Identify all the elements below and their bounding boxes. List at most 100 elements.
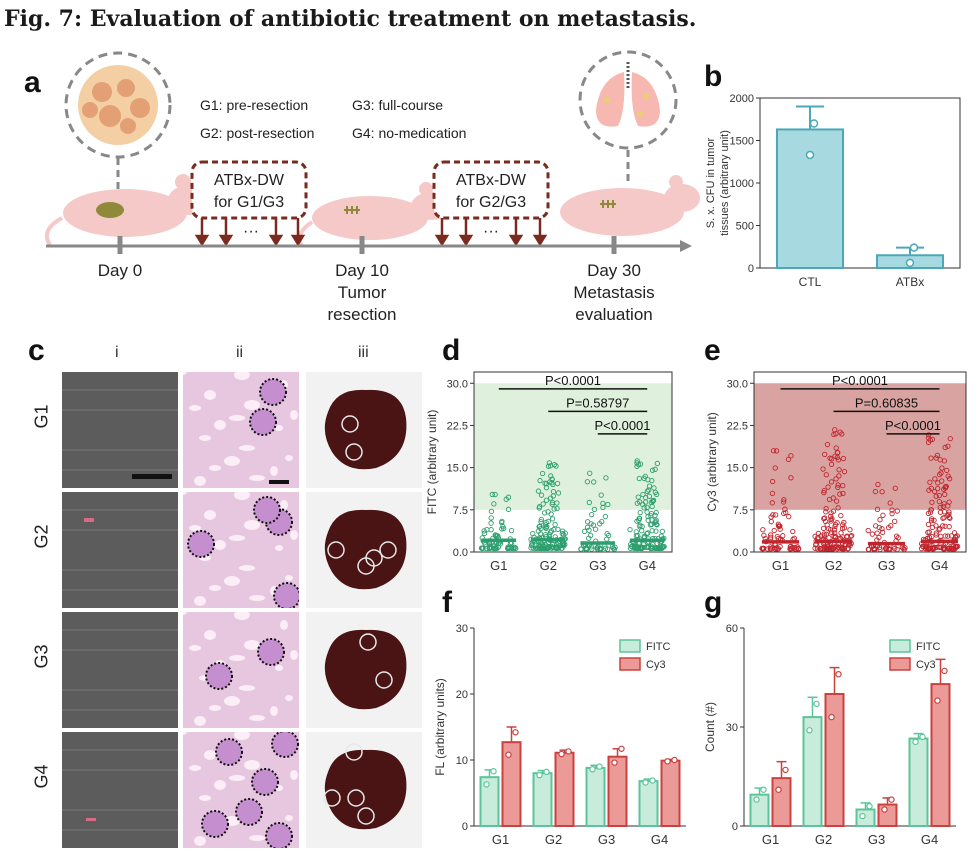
- chart-d-point: [488, 520, 494, 526]
- chart-e-point: [796, 546, 802, 552]
- chart-e-point: [777, 543, 783, 550]
- chart-e-point: [768, 534, 774, 540]
- row-label-g2: G2: [31, 524, 52, 549]
- chart-d-xtick-label: G1: [490, 558, 507, 573]
- chart-d-point: [488, 527, 494, 533]
- chart-g-ylabel: Count (#): [703, 702, 717, 752]
- chart-e-point: [926, 487, 932, 493]
- chart-d-point: [488, 508, 495, 515]
- chart-d-point: [589, 512, 595, 518]
- chart-e-point: [835, 505, 841, 511]
- chart-d-point: [636, 515, 642, 522]
- chart-b-ytick-label: 500: [736, 221, 754, 233]
- chart-g-point: [919, 733, 926, 741]
- chart-f-ytick-label: 30: [456, 623, 468, 635]
- chart-e-point: [931, 488, 938, 495]
- chart-g-point: [813, 700, 820, 708]
- panel-label-c: c: [28, 334, 45, 367]
- chart-e-point: [821, 489, 827, 496]
- chart-e-point: [920, 543, 926, 549]
- chart-f-legend-label-cy3: Cy3: [646, 659, 666, 671]
- chart-d-point: [503, 496, 509, 502]
- chart-f-point: [664, 758, 671, 765]
- chart-d-point: [603, 475, 609, 481]
- chart-d-point: [584, 479, 591, 485]
- chart-e-point: [866, 546, 872, 553]
- chart-e-point: [780, 499, 787, 505]
- chart-f-point: [589, 766, 596, 773]
- chart-d-point: [652, 466, 658, 472]
- chart-b-xtick-label: CTL: [799, 275, 822, 289]
- chart-d-point: [644, 488, 651, 494]
- chart-d-point: [543, 545, 550, 551]
- lung-illustration: [578, 50, 678, 150]
- chart-f-point: [536, 771, 543, 779]
- chart-d-ytick-label: 7.5: [453, 505, 468, 517]
- chart-d-point: [538, 526, 544, 532]
- chart-d-point: [588, 521, 594, 527]
- chart-e-point: [865, 527, 871, 534]
- chart-e-point: [869, 531, 876, 537]
- chart-g-ytick-label: 60: [726, 623, 738, 635]
- fluorescence-image-g4: [62, 732, 178, 848]
- chart-e-point: [929, 436, 935, 443]
- chart-e-point: [833, 445, 839, 451]
- chart-e-point: [833, 498, 840, 504]
- chart-e-point: [932, 476, 938, 482]
- chart-e-point: [885, 524, 892, 531]
- chart-e-point: [812, 533, 818, 539]
- chart-e-point: [925, 439, 932, 446]
- chart-e-point: [942, 444, 948, 451]
- chart-d-point: [649, 528, 655, 534]
- timeline-day30: Day 30: [587, 261, 641, 280]
- liver-photo-g3: [306, 612, 422, 728]
- chart-b-ylabel-1: S. x. CFU in tumor: [705, 137, 717, 228]
- chart-e-point: [769, 478, 776, 485]
- chart-d-point: [539, 470, 546, 477]
- chart-e-point: [935, 486, 941, 492]
- group-g4-text: G4: no-medication: [352, 125, 466, 141]
- atbx-box-2: [432, 160, 550, 220]
- fluorescence-lines: [62, 509, 178, 591]
- chart-d-point: [528, 545, 534, 551]
- chart-d-point: [637, 509, 643, 516]
- chart-d-point: [649, 503, 655, 510]
- chart-b-xtick-label: ATBx: [896, 275, 924, 289]
- fluorescence-image-g1: [62, 372, 178, 488]
- chart-f-point: [649, 777, 656, 784]
- chart-g-bar-fitc-g3: [855, 808, 876, 827]
- timeline-tumor: Tumor: [338, 283, 387, 302]
- chart-d-point: [560, 531, 567, 538]
- chart-d-point: [597, 521, 603, 527]
- chart-e-point: [941, 509, 948, 515]
- chart-g: 0 30 60 G1 G2 G3 G4 FITC Cy3 Count (#): [703, 623, 956, 847]
- chart-d-point: [584, 524, 591, 530]
- chart-e-point: [928, 507, 934, 513]
- chart-d-point: [537, 477, 543, 484]
- chart-b-ytick-label: 1500: [730, 136, 754, 148]
- chart-e-point: [879, 526, 885, 532]
- chart-e-point: [871, 546, 877, 553]
- chart-g-bar-cy3-g2: [824, 693, 845, 827]
- chart-g-point: [806, 727, 813, 734]
- chart-e-point: [887, 500, 893, 506]
- chart-e-point: [925, 510, 932, 517]
- chart-e-point: [933, 530, 939, 536]
- chart-b-ylabel-2: tissues (arbitrary unit): [719, 130, 731, 236]
- chart-d-point: [587, 470, 593, 476]
- chart-d-point: [583, 546, 589, 552]
- chart-g-bar-fitc-g2: [802, 716, 823, 827]
- group-g3-text: G3: full-course: [352, 97, 443, 113]
- row-label-g3: G3: [31, 644, 52, 669]
- chart-b-point: [905, 258, 915, 268]
- chart-d-point: [482, 541, 488, 548]
- chart-e-xtick-label: G1: [772, 558, 789, 573]
- liver-shape: [324, 389, 407, 470]
- chart-e-point: [822, 518, 829, 525]
- chart-e-point: [950, 544, 956, 550]
- chart-d: 0.0 7.5 15.0 22.5 30.0 G1 G2 G3 G4 P<0.0001 P=0.58…: [425, 371, 673, 573]
- tumor-cells-illustration: [64, 51, 172, 159]
- chart-g-xtick-label: G3: [868, 832, 885, 847]
- chart-d-point: [639, 523, 645, 530]
- chart-d-point: [634, 463, 640, 470]
